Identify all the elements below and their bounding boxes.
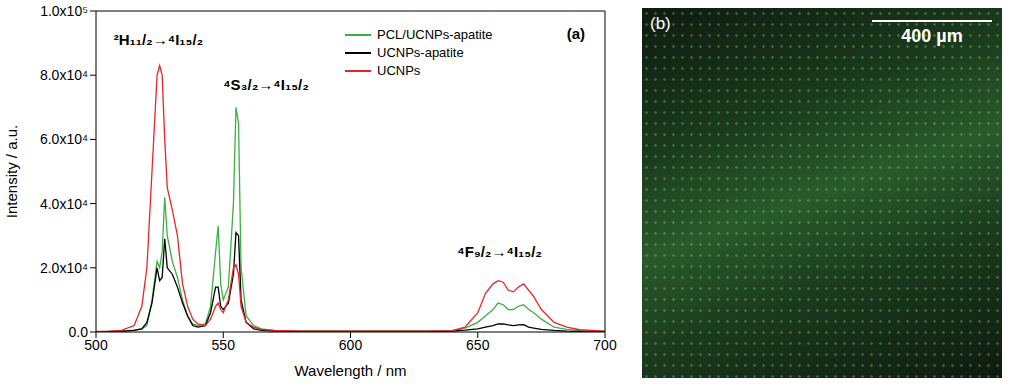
svg-text:8.0x10⁴: 8.0x10⁴ xyxy=(40,67,88,83)
html-text:PCL/UCNPs-apatite: PCL/UCNPs-apatite xyxy=(377,27,493,42)
svg-text:⁴S₃/₂→⁴I₁₅/₂: ⁴S₃/₂→⁴I₁₅/₂ xyxy=(223,76,309,93)
svg-text:2.0x10⁴: 2.0x10⁴ xyxy=(40,260,88,276)
svg-text:650: 650 xyxy=(466,337,490,353)
html-text:400 µm: 400 µm xyxy=(901,26,963,46)
svg-text:4.0x10⁴: 4.0x10⁴ xyxy=(40,196,88,212)
svg-text:1.0x10⁵: 1.0x10⁵ xyxy=(40,3,88,19)
svg-text:²H₁₁/₂→⁴I₁₅/₂: ²H₁₁/₂→⁴I₁₅/₂ xyxy=(114,31,204,48)
svg-text:(a): (a) xyxy=(567,25,585,42)
svg-text:Wavelength / nm: Wavelength / nm xyxy=(295,362,407,379)
svg-text:⁴F₉/₂→⁴I₁₅/₂: ⁴F₉/₂→⁴I₁₅/₂ xyxy=(457,243,542,260)
svg-text:Intensity / a.u.: Intensity / a.u. xyxy=(3,125,20,218)
html-text:(b): (b) xyxy=(650,14,671,33)
svg-text:550: 550 xyxy=(212,337,236,353)
svg-text:500: 500 xyxy=(84,336,108,353)
svg-text:700: 700 xyxy=(593,337,617,353)
svg-text:600: 600 xyxy=(339,337,363,353)
svg-text:0.0: 0.0 xyxy=(69,324,89,340)
svg-text:6.0x10⁴: 6.0x10⁴ xyxy=(40,131,88,147)
html-text:UCNPs-apatite: UCNPs-apatite xyxy=(377,45,464,60)
html-text:UCNPs: UCNPs xyxy=(377,63,421,78)
